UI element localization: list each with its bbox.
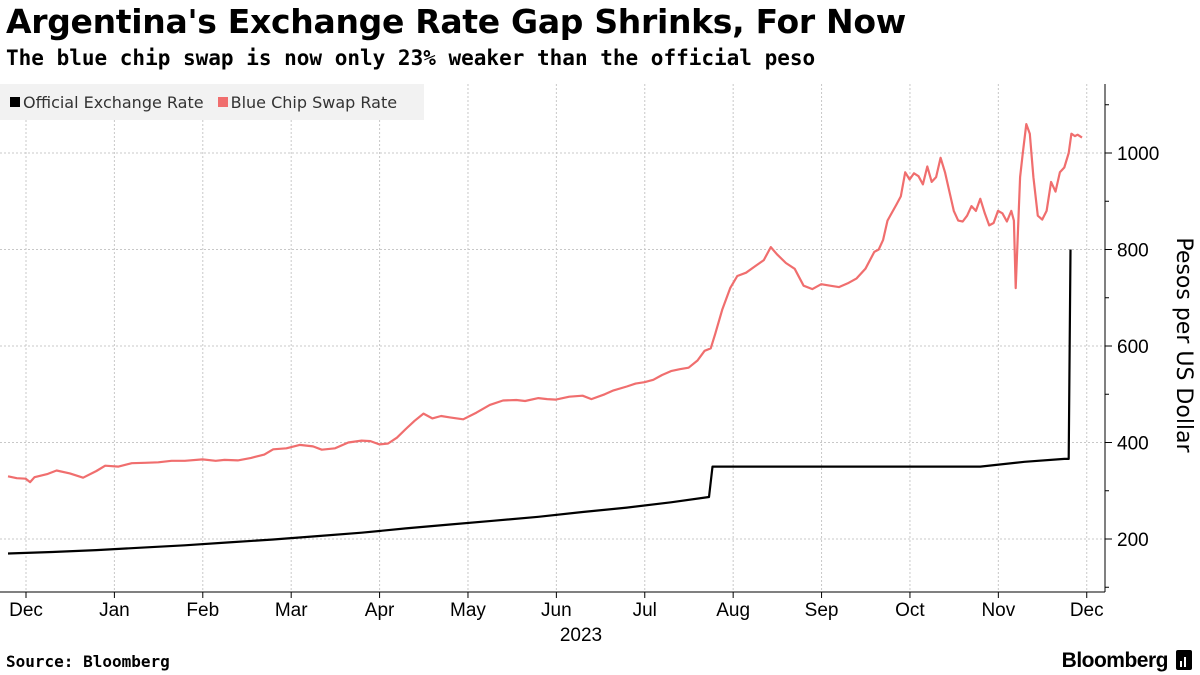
y-axis-title: Pesos per US Dollar xyxy=(1171,237,1196,453)
legend-item-bluechip: Blue Chip Swap Rate xyxy=(217,92,398,112)
series-official-exchange-rate xyxy=(7,249,1072,555)
x-tick-label: Mar xyxy=(275,600,308,621)
legend: Official Exchange Rate Blue Chip Swap Ra… xyxy=(0,84,424,120)
y-tick-label: 400 xyxy=(1117,434,1149,455)
bloomberg-logo: Bloomberg xyxy=(1061,649,1169,672)
series-blue-chip-swap-rate xyxy=(7,123,1083,484)
gridlines xyxy=(0,84,1105,592)
x-tick-label: Nov xyxy=(981,600,1015,621)
x-tick-label: Jan xyxy=(99,600,130,621)
x-tick-label: Aug xyxy=(716,600,750,621)
x-tick-label: Feb xyxy=(186,600,219,621)
x-axis-year-label: 2023 xyxy=(560,625,602,646)
y-tick-label: 800 xyxy=(1117,241,1149,262)
y-tick-label: 200 xyxy=(1117,530,1149,551)
x-tick-label: Jun xyxy=(541,600,572,621)
x-tick-label: May xyxy=(450,600,486,621)
legend-label-official: Official Exchange Rate xyxy=(23,92,204,112)
chart-title: Argentina's Exchange Rate Gap Shrinks, F… xyxy=(6,2,906,41)
series-layer xyxy=(7,123,1083,555)
chart-subtitle: The blue chip swap is now only 23% weake… xyxy=(6,46,816,70)
legend-item-official: Official Exchange Rate xyxy=(10,93,204,112)
x-tick-label: Dec xyxy=(1070,600,1104,621)
y-tick-label: 1000 xyxy=(1117,144,1159,165)
x-tick-label: Oct xyxy=(895,600,925,621)
legend-swatch-bluechip xyxy=(217,97,228,107)
axes: 200 400 600 800 1000 Dec Jan Feb Mar Apr May Jun Jul… xyxy=(0,84,1159,621)
bloomberg-chart-icon xyxy=(1176,650,1192,670)
legend-swatch-official xyxy=(10,97,20,107)
legend-label-bluechip: Blue Chip Swap Rate xyxy=(230,92,398,112)
x-tick-label: Dec xyxy=(9,600,43,621)
x-tick-label: Sep xyxy=(805,600,839,621)
x-tick-label: Jul xyxy=(633,600,657,621)
y-tick-label: 600 xyxy=(1117,337,1149,358)
x-tick-label: Apr xyxy=(365,600,395,621)
source-note: Source: Bloomberg xyxy=(6,652,170,671)
